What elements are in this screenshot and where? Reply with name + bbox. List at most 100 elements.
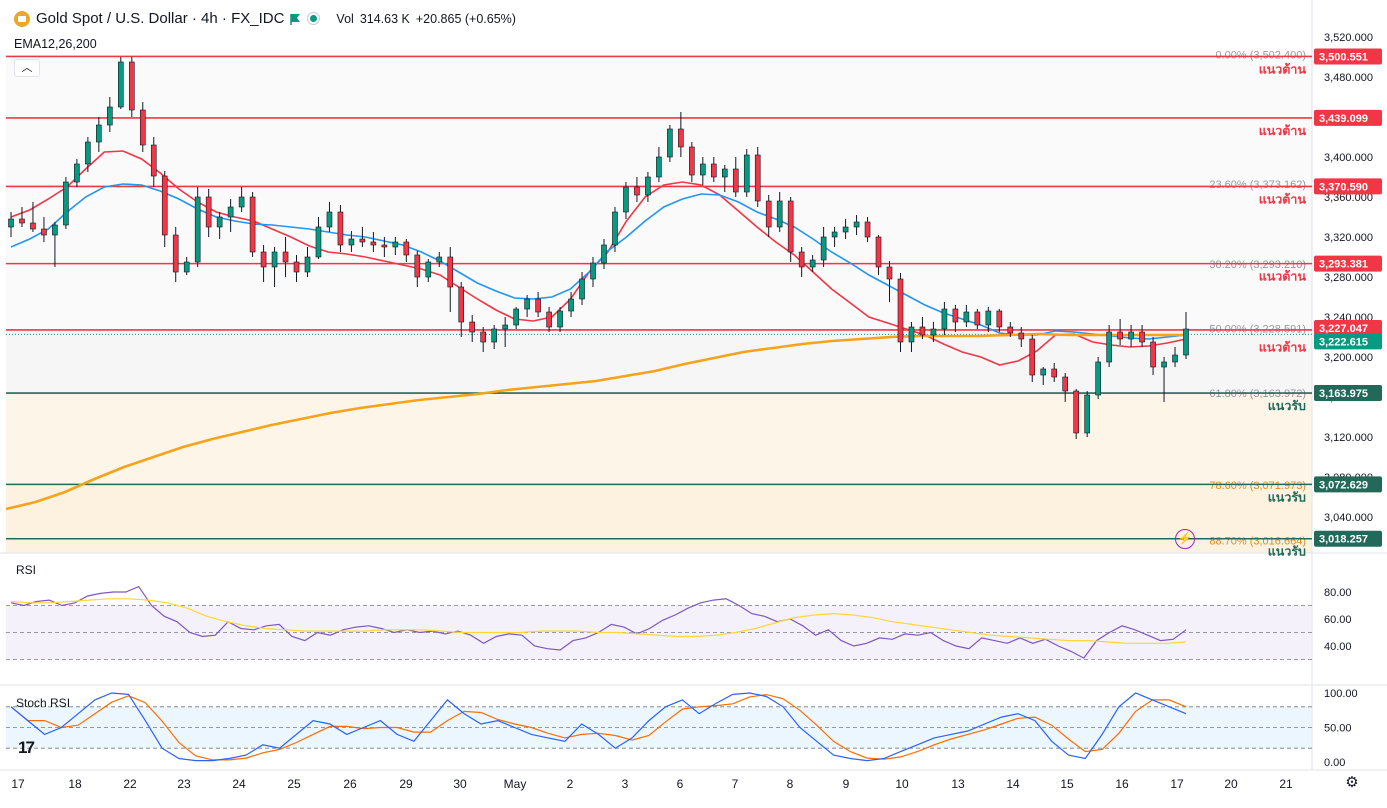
candle-body[interactable] <box>634 186 640 196</box>
candle-body[interactable] <box>1128 331 1134 340</box>
candle-body[interactable] <box>524 298 530 310</box>
candle-body[interactable] <box>711 163 717 178</box>
candle-body[interactable] <box>52 224 58 236</box>
candle-body[interactable] <box>1051 368 1058 378</box>
candle-body[interactable] <box>700 163 706 176</box>
rsi-pane-label[interactable]: RSI <box>16 563 37 577</box>
candle-body[interactable] <box>623 186 629 213</box>
candle-body[interactable] <box>491 328 497 343</box>
candle-body[interactable] <box>908 326 915 343</box>
candle-body[interactable] <box>172 234 179 273</box>
candle-body[interactable] <box>216 216 223 228</box>
candle-body[interactable] <box>1029 338 1036 376</box>
candle-body[interactable] <box>74 163 80 183</box>
candle-body[interactable] <box>480 331 486 343</box>
candle-body[interactable] <box>1095 361 1101 396</box>
candle-body[interactable] <box>304 256 311 273</box>
candle-body[interactable] <box>227 206 234 218</box>
candle-body[interactable] <box>787 200 794 253</box>
candle-body[interactable] <box>820 236 827 261</box>
candle-body[interactable] <box>414 254 421 278</box>
candle-body[interactable] <box>96 124 102 143</box>
candle-body[interactable] <box>557 310 563 328</box>
settings-gear-icon[interactable]: ⚙ <box>1345 774 1359 791</box>
level-price-badge[interactable] <box>1314 48 1382 65</box>
candle-body[interactable] <box>601 244 607 264</box>
stoch-pane-label[interactable]: Stoch RSI <box>16 696 71 710</box>
candle-body[interactable] <box>996 310 1003 328</box>
candle-body[interactable] <box>271 251 278 268</box>
candle-body[interactable] <box>1161 361 1167 368</box>
candle-body[interactable] <box>249 196 256 253</box>
candle-body[interactable] <box>1106 331 1112 363</box>
candle-body[interactable] <box>19 218 25 224</box>
candle-body[interactable] <box>765 200 772 228</box>
candle-body[interactable] <box>864 221 871 238</box>
candle-body[interactable] <box>85 141 91 165</box>
candle-body[interactable] <box>260 251 267 268</box>
candle-body[interactable] <box>985 310 992 326</box>
candle-body[interactable] <box>754 154 761 202</box>
candle-body[interactable] <box>875 236 882 268</box>
candle-body[interactable] <box>721 168 728 178</box>
candle-body[interactable] <box>1007 326 1014 334</box>
candle-body[interactable] <box>293 261 300 273</box>
candle-body[interactable] <box>546 311 552 328</box>
candle-body[interactable] <box>678 128 684 148</box>
candle-body[interactable] <box>1040 368 1047 376</box>
candle-body[interactable] <box>436 256 443 263</box>
candle-body[interactable] <box>732 168 739 193</box>
candle-body[interactable] <box>974 311 981 326</box>
candle-body[interactable] <box>656 156 662 178</box>
candle-body[interactable] <box>853 221 860 228</box>
candle-body[interactable] <box>579 278 585 300</box>
candle-body[interactable] <box>919 326 926 336</box>
candle-body[interactable] <box>886 266 893 280</box>
level-price-badge[interactable] <box>1314 109 1382 126</box>
candle-body[interactable] <box>1150 341 1156 368</box>
level-price-badge[interactable] <box>1314 178 1382 195</box>
candle-body[interactable] <box>359 238 366 243</box>
candle-body[interactable] <box>315 226 322 258</box>
candle-body[interactable] <box>941 308 948 330</box>
symbol-title[interactable]: Gold Spot / U.S. Dollar · 4h · FX_IDC <box>36 10 285 27</box>
candle-body[interactable] <box>809 259 816 268</box>
candle-body[interactable] <box>1084 394 1090 434</box>
candle-body[interactable] <box>513 308 519 326</box>
candle-body[interactable] <box>1117 331 1123 340</box>
candle-body[interactable] <box>568 298 574 312</box>
candle-body[interactable] <box>469 321 476 333</box>
candle-body[interactable] <box>502 324 508 330</box>
bolt-icon[interactable]: ⚡ <box>1175 529 1195 549</box>
candle-body[interactable] <box>831 231 838 238</box>
candle-body[interactable] <box>326 211 333 228</box>
candle-body[interactable] <box>348 238 355 246</box>
candle-body[interactable] <box>337 211 344 246</box>
collapse-chevron-icon[interactable]: ︿ <box>14 59 40 77</box>
candle-body[interactable] <box>282 251 289 263</box>
candle-body[interactable] <box>41 228 47 236</box>
candle-body[interactable] <box>952 308 959 323</box>
candle-body[interactable] <box>370 241 377 246</box>
candle-body[interactable] <box>205 196 212 228</box>
candle-body[interactable] <box>403 241 410 256</box>
candle-body[interactable] <box>667 128 673 158</box>
indicator-legend[interactable]: EMA12,26,200 <box>14 37 97 51</box>
candle-body[interactable] <box>1018 332 1025 340</box>
candle-body[interactable] <box>1183 328 1189 356</box>
candle-body[interactable] <box>183 261 190 273</box>
candle-body[interactable] <box>63 181 69 226</box>
tradingview-logo-icon[interactable]: 17 <box>18 738 35 757</box>
candle-body[interactable] <box>107 106 113 126</box>
candle-body[interactable] <box>161 175 168 236</box>
candle-body[interactable] <box>139 109 146 146</box>
level-price-badge[interactable] <box>1314 476 1382 493</box>
level-price-badge[interactable] <box>1314 319 1382 336</box>
candle-body[interactable] <box>392 241 399 248</box>
gold-symbol-icon[interactable] <box>14 10 30 27</box>
candle-body[interactable] <box>128 61 135 111</box>
candle-body[interactable] <box>150 144 157 177</box>
candle-body[interactable] <box>930 328 937 336</box>
level-price-badge[interactable] <box>1314 530 1382 547</box>
